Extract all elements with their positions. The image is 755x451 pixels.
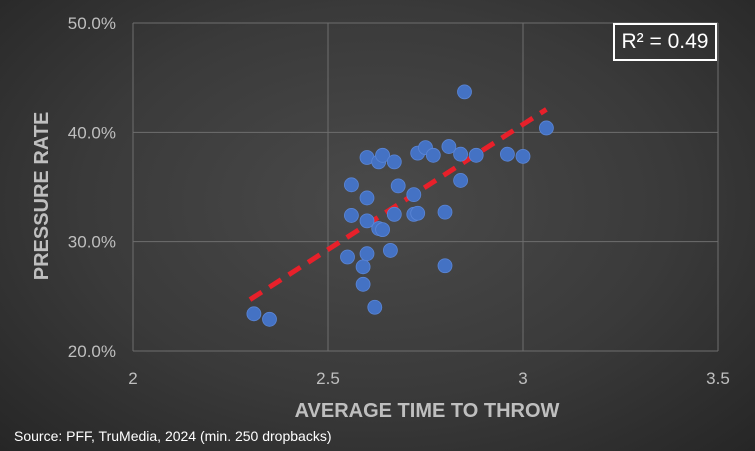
data-point (499, 146, 515, 162)
x-tick-label: 2 (128, 369, 137, 388)
data-point (355, 276, 371, 292)
y-tick-label: 30.0% (68, 233, 116, 252)
data-point (437, 204, 453, 220)
data-points (246, 84, 554, 327)
data-point (437, 258, 453, 274)
data-point (410, 205, 426, 221)
data-point (386, 154, 402, 170)
data-point (457, 84, 472, 100)
data-point (382, 243, 398, 258)
data-point (390, 178, 406, 194)
grid-lines (132, 22, 719, 352)
data-point (453, 173, 469, 188)
data-point (375, 147, 391, 163)
x-tick-label: 3.5 (706, 369, 730, 388)
trendline (248, 107, 548, 302)
data-point (406, 187, 422, 203)
data-point (355, 259, 371, 275)
y-tick-label: 20.0% (68, 342, 116, 361)
data-point (441, 139, 457, 154)
data-point (425, 147, 441, 163)
data-point (539, 120, 554, 136)
r-squared-annotation: R² = 0.49 (613, 23, 717, 61)
data-point (246, 306, 262, 322)
x-tick-label: 3 (518, 369, 527, 388)
data-point (262, 311, 277, 327)
data-point (386, 206, 402, 222)
data-point (343, 208, 359, 223)
data-point (343, 177, 359, 193)
data-point (515, 148, 531, 164)
data-point (367, 299, 383, 315)
y-axis-title: PRESSURE RATE (31, 112, 53, 281)
data-point (375, 222, 391, 238)
x-tick-label: 2.5 (316, 369, 340, 388)
y-tick-label: 50.0% (68, 14, 116, 33)
data-point (359, 246, 375, 262)
tick-labels: 2 2.5 3 3.5 20.0% 30.0% 40.0% 50.0% (68, 14, 730, 388)
y-tick-label: 40.0% (68, 123, 116, 142)
x-axis-title: AVERAGE TIME TO THROW (295, 400, 560, 422)
data-point (468, 147, 484, 163)
data-point (359, 213, 375, 229)
data-point (340, 249, 355, 265)
data-point (359, 190, 375, 206)
data-point (453, 146, 469, 162)
source-note: Source: PFF, TruMedia, 2024 (min. 250 dr… (14, 428, 332, 444)
